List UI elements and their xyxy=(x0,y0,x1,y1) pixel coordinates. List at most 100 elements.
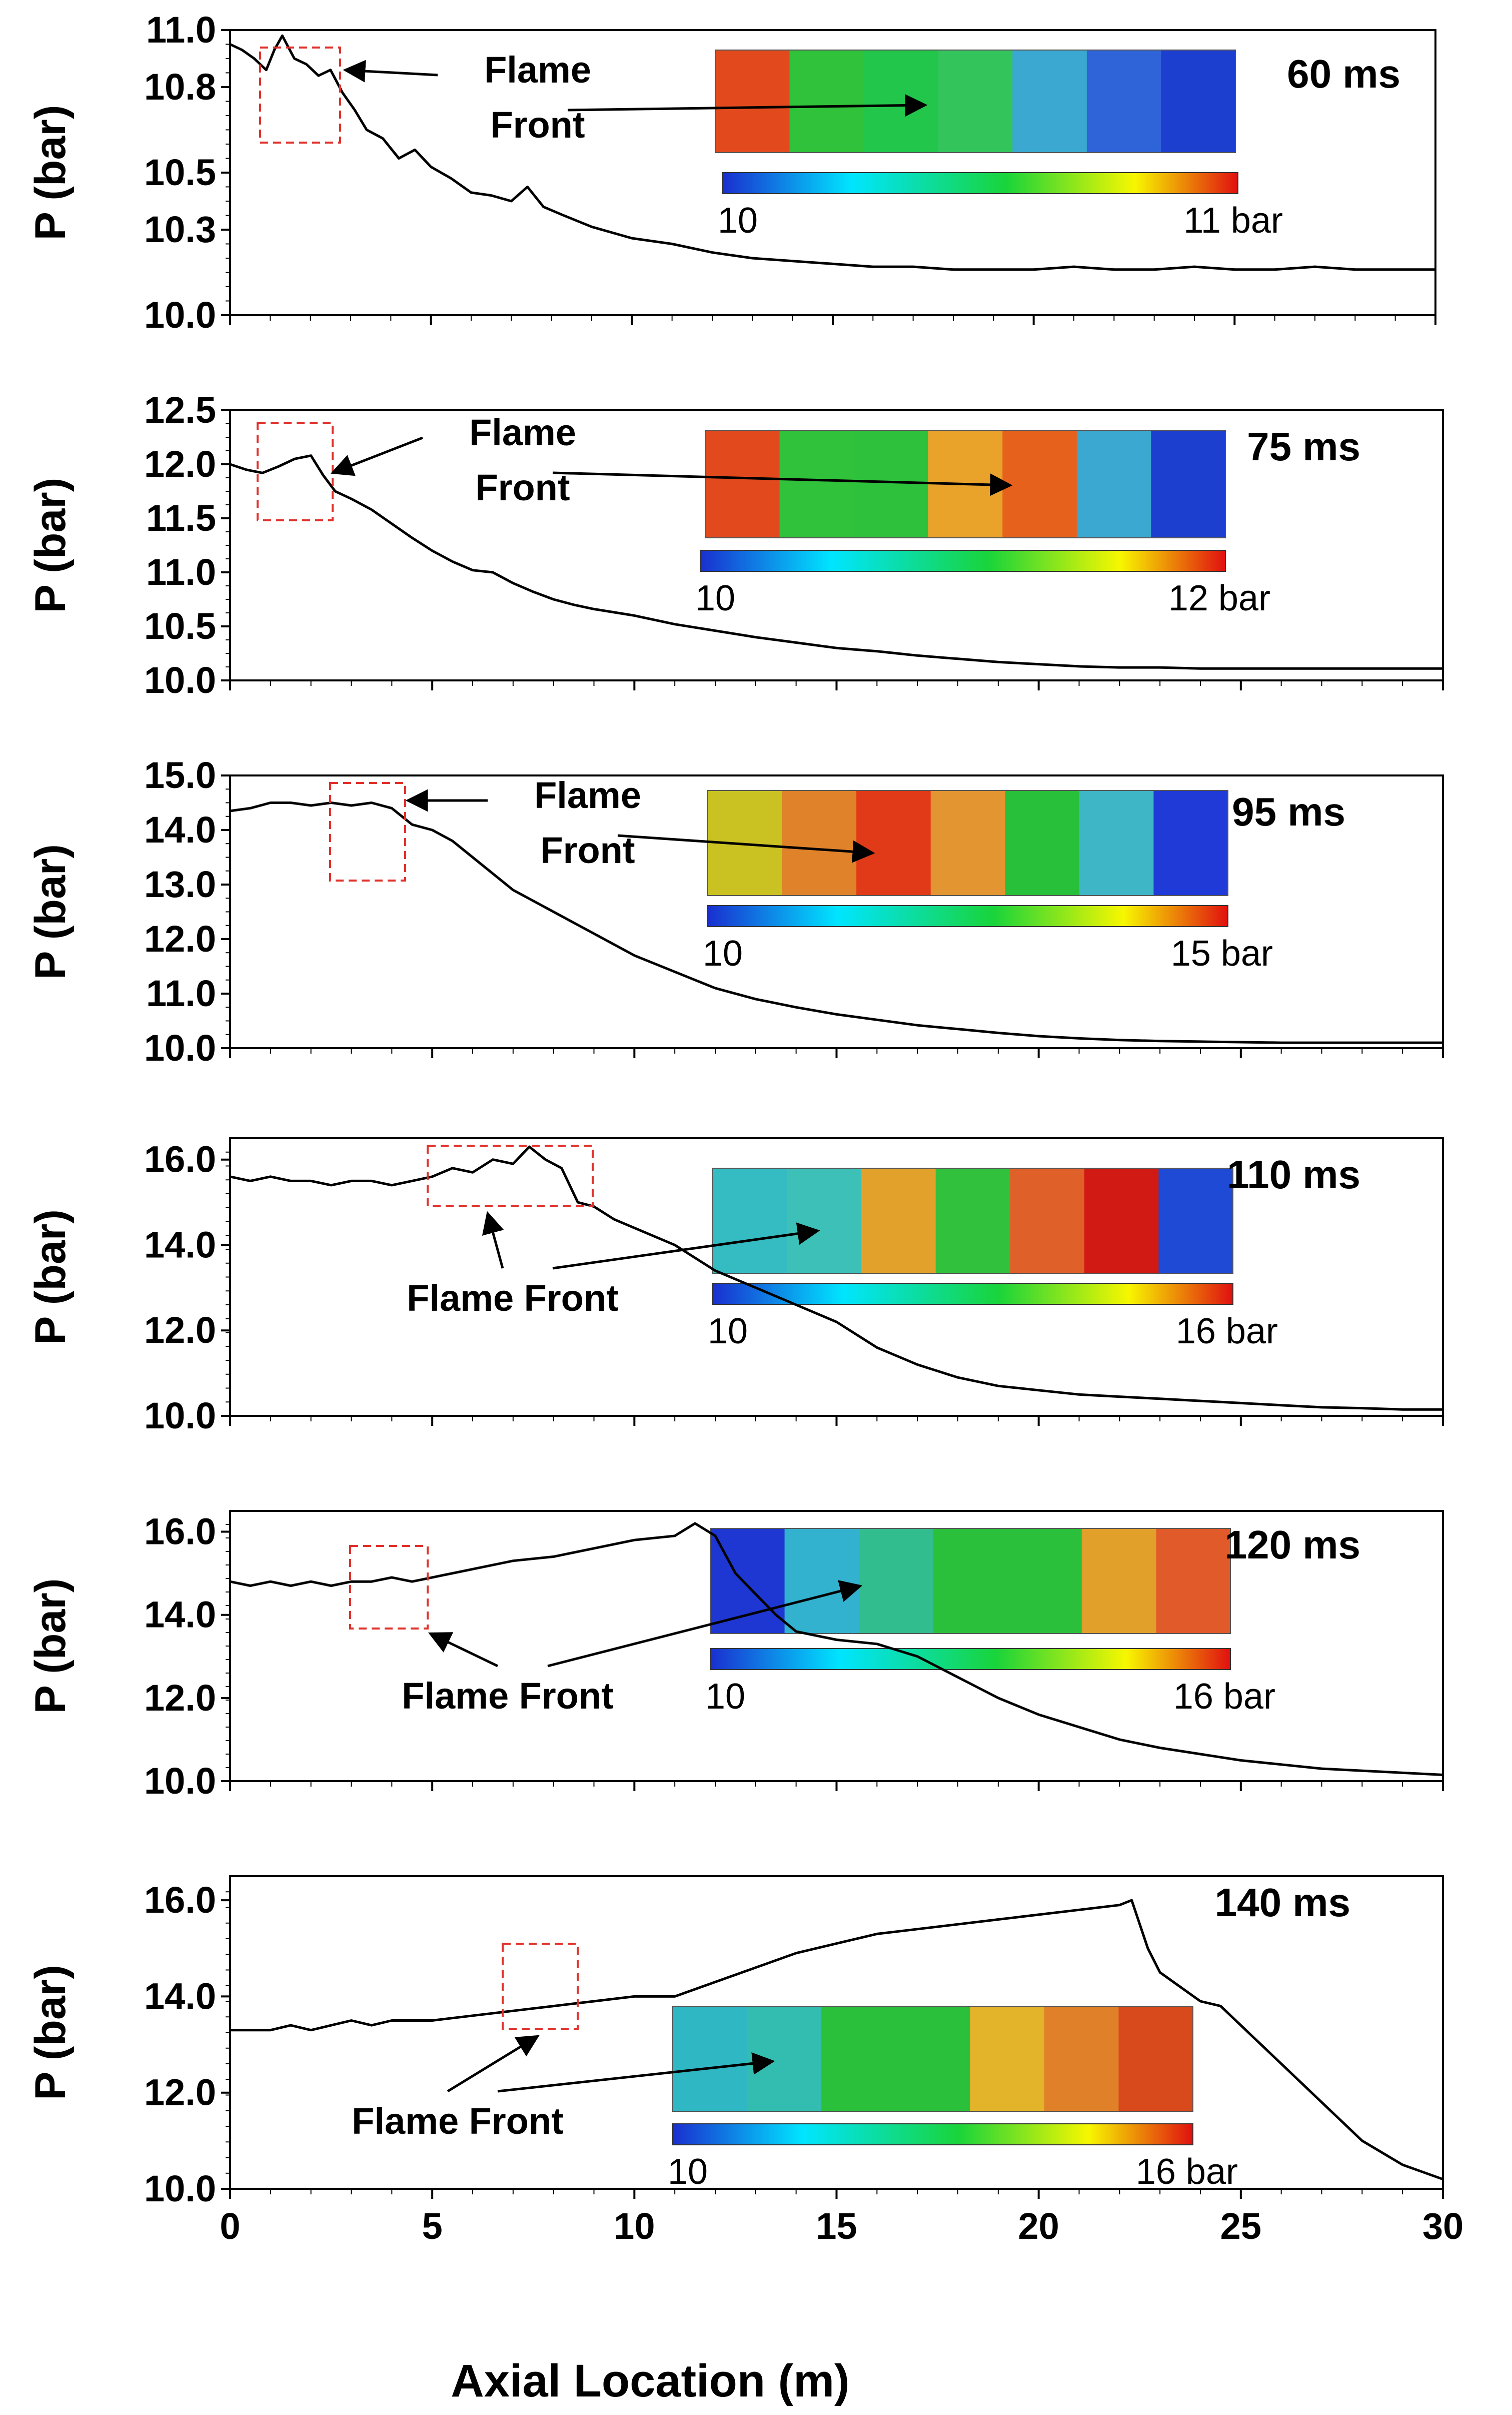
flame-front-box xyxy=(329,782,406,882)
y-tick-label: 10.0 xyxy=(144,1027,216,1069)
flame-front-label: Flame Front xyxy=(484,49,591,146)
time-label: 60 ms xyxy=(1287,52,1400,96)
time-label: 95 ms xyxy=(1232,789,1345,834)
pressure-line xyxy=(230,1522,1443,1776)
panel-120ms: 10.0 12.0 14.0 16.0 P (bar) 10 16 bar Flame Fro… xyxy=(27,1510,1444,1802)
colorbar-min-label: 10 xyxy=(668,2152,708,2192)
y-tick-label: 10.0 xyxy=(144,1760,216,1802)
heatmap-band xyxy=(1084,1168,1159,1273)
y-tick-label: 13.0 xyxy=(144,864,216,905)
colorbar xyxy=(672,2123,1193,2145)
y-axis-label: P (bar) xyxy=(27,478,75,613)
y-tick-label: 14.0 xyxy=(144,809,216,851)
flame-front-box xyxy=(502,1943,579,2030)
pressure-heatmap xyxy=(685,430,1226,538)
x-tick-label: 20 xyxy=(1018,2205,1059,2247)
heatmap-band xyxy=(710,1528,785,1634)
y-tick-label: 11.0 xyxy=(146,973,216,1014)
x-tick-label: 30 xyxy=(1422,2205,1463,2247)
colorbar-min-label: 10 xyxy=(695,578,735,618)
heatmap-band xyxy=(1005,790,1080,896)
heatmap-band xyxy=(1079,790,1154,896)
heatmap-band xyxy=(933,1528,1008,1634)
heatmap-band xyxy=(787,1168,862,1273)
y-tick-label: 10.5 xyxy=(144,152,216,193)
colorbar-min-label: 10 xyxy=(718,201,758,241)
y-tick-label: 10.5 xyxy=(144,605,216,647)
arrow-to-heatmap xyxy=(497,2052,775,2093)
y-tick-label: 10.0 xyxy=(144,659,216,701)
heatmap-band xyxy=(1012,50,1087,153)
pressure-heatmap xyxy=(695,50,1236,153)
x-tick-label: 5 xyxy=(422,2205,443,2247)
y-tick-label: 10.0 xyxy=(144,2168,216,2209)
colorbar-max-label: 12 bar xyxy=(1168,578,1270,618)
y-axis-label: P (bar) xyxy=(27,844,75,980)
heatmap-band xyxy=(1002,430,1077,538)
x-axis-title: Axial Location (m) xyxy=(451,2355,849,2406)
heatmap-border xyxy=(712,1168,1233,1274)
colorbar-max-label: 16 bar xyxy=(1176,1311,1278,1351)
colorbar-max-label: 16 bar xyxy=(1173,1677,1275,1717)
heatmap-band xyxy=(895,2006,971,2111)
arrow-to-heatmap xyxy=(552,1222,820,1270)
heatmap-band xyxy=(715,50,790,153)
heatmap-band xyxy=(1156,1528,1231,1634)
y-tick-label: 10.0 xyxy=(144,294,216,336)
flame-front-word: Flame xyxy=(484,49,591,91)
x-tick-label: 15 xyxy=(816,2205,857,2247)
colorbar-min-label: 10 xyxy=(703,934,743,974)
y-tick-label: 12.0 xyxy=(144,443,216,485)
panel-75ms: 10.0 10.5 11.0 11.5 12.0 12.5 P (bar) 10 12 bar F… xyxy=(27,389,1444,701)
heatmap-band xyxy=(1151,430,1226,538)
heatmap-band xyxy=(970,2006,1045,2111)
arrow-to-box xyxy=(343,60,438,83)
pressure-line xyxy=(230,801,1443,1044)
heatmap-band xyxy=(782,790,857,896)
heatmap-band xyxy=(1076,430,1152,538)
y-tick-label: 16.0 xyxy=(144,1139,216,1180)
flame-front-label: Flame Front xyxy=(534,774,641,871)
arrow-to-box xyxy=(428,1632,499,1668)
flame-front-label: Flame Front xyxy=(407,1277,618,1319)
heatmap-border xyxy=(672,2006,1193,2112)
heatmap-band xyxy=(1007,1528,1082,1634)
colorbar xyxy=(707,905,1228,927)
y-axis-label: P (bar) xyxy=(27,1209,75,1345)
y-tick-label: 10.0 xyxy=(144,1395,216,1436)
heatmap-band xyxy=(859,1528,934,1634)
heatmap-border xyxy=(705,430,1226,538)
colorbar xyxy=(710,1648,1231,1670)
y-tick-label: 16.0 xyxy=(144,1879,216,1921)
colorbar-max-label: 15 bar xyxy=(1171,934,1273,974)
flame-front-box xyxy=(259,47,341,144)
time-label: 110 ms xyxy=(1227,1152,1360,1197)
y-tick-label: 11.5 xyxy=(146,497,216,539)
heatmap-border xyxy=(710,1528,1231,1634)
pressure-line xyxy=(230,454,1443,670)
arrow-to-heatmap xyxy=(617,834,875,863)
colorbar xyxy=(700,550,1226,572)
x-tick-label: 0 xyxy=(220,2205,240,2247)
pressure-heatmap xyxy=(707,790,1228,896)
arrow-to-heatmap xyxy=(552,471,1013,496)
heatmap-band xyxy=(1010,1168,1085,1273)
y-axis-label: P (bar) xyxy=(27,1965,75,2100)
y-tick-label: 11.0 xyxy=(146,9,216,51)
heatmap-band xyxy=(854,430,929,538)
heatmap-band xyxy=(861,1168,936,1273)
y-tick-label: 14.0 xyxy=(144,1975,216,2017)
colorbar-min-label: 10 xyxy=(708,1311,748,1351)
time-label: 75 ms xyxy=(1247,424,1360,469)
heatmap-band xyxy=(935,1168,1011,1273)
heatmap-band xyxy=(1044,2006,1119,2111)
y-tick-label: 12.5 xyxy=(144,389,216,431)
arrow-to-box xyxy=(447,2035,540,2093)
heatmap-band xyxy=(779,430,855,538)
flame-front-label: Flame Front xyxy=(402,1675,613,1717)
pressure-line xyxy=(230,1145,1443,1411)
heatmap-band xyxy=(713,1168,788,1273)
flame-front-label: Flame Front xyxy=(352,2100,563,2142)
pressure-line xyxy=(230,1899,1443,2181)
pressure-heatmap xyxy=(672,2006,1193,2112)
